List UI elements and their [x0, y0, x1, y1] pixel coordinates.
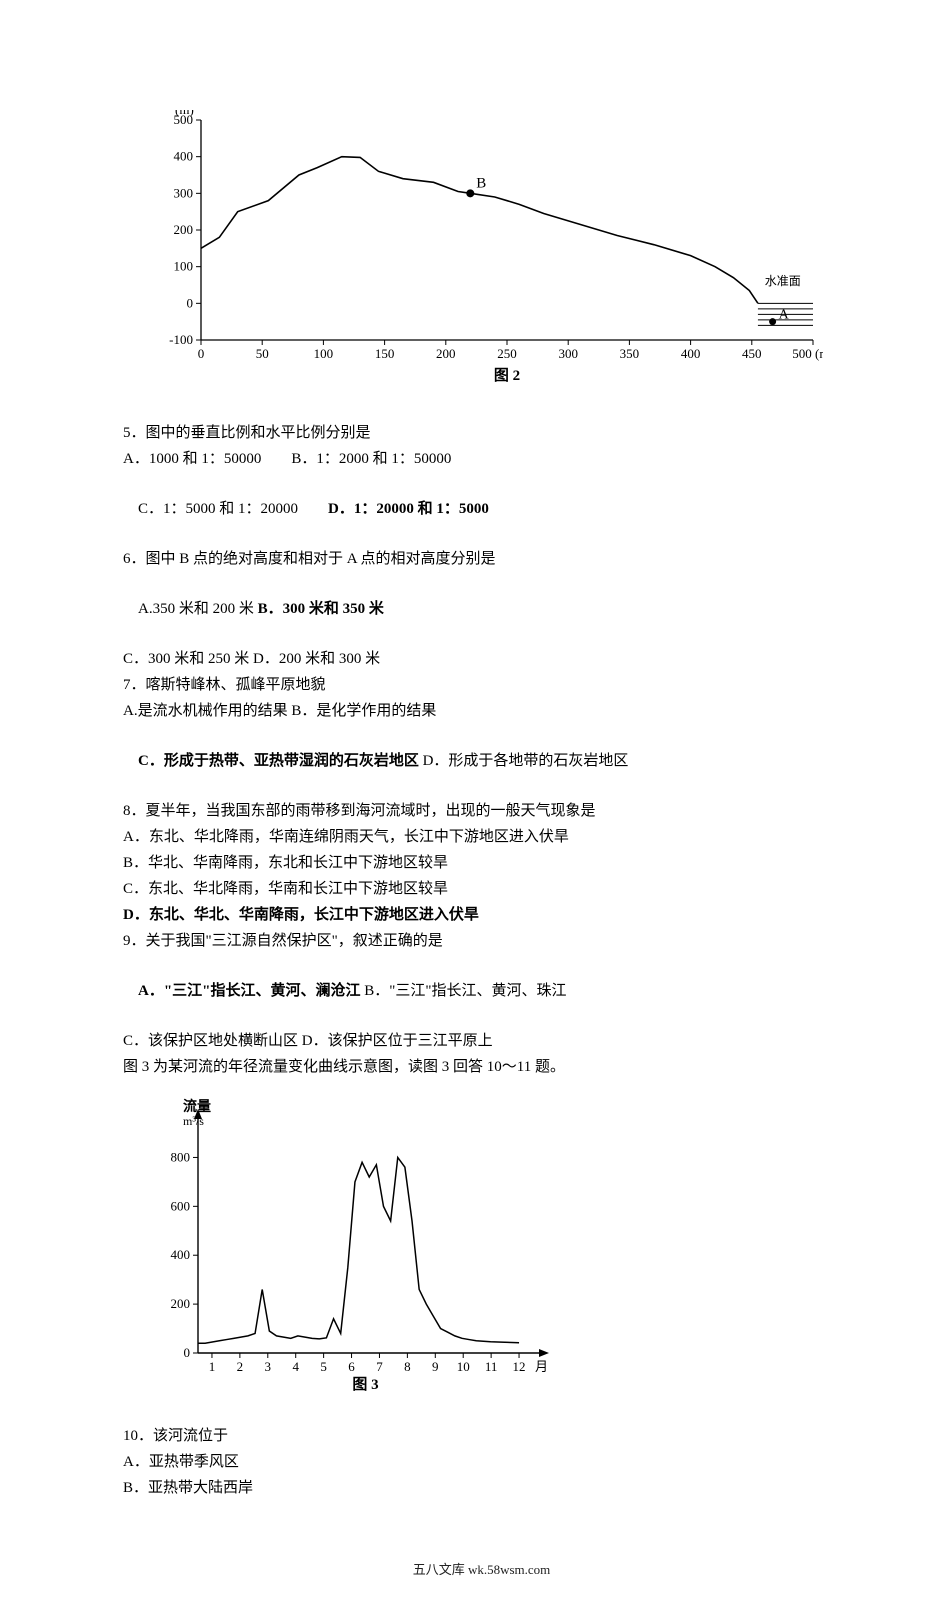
q10-a: A．亚热带季风区 — [123, 1450, 840, 1474]
svg-text:400: 400 — [174, 149, 194, 164]
q9-line-cd: C．该保护区地处横断山区 D．该保护区位于三江平原上 — [123, 1029, 840, 1053]
q5-line-cd: C．1：5000 和 1：20000 D．1：20000 和 1：5000 — [123, 473, 840, 545]
q8-b: B．华北、华南降雨，东北和长江中下游地区较旱 — [123, 851, 840, 875]
page: -1000100200300400500(m)05010015020025030… — [0, 0, 950, 1621]
svg-text:350: 350 — [620, 346, 640, 361]
figure-3: 流量m³/s0200400600800123456789101112月图 3 — [143, 1093, 840, 1406]
q7-stem: 7．喀斯特峰林、孤峰平原地貌 — [123, 673, 840, 697]
q9-line-ab: A．"三江"指长江、黄河、澜沧江 B．"三江"指长江、黄河、珠江 — [123, 955, 840, 1027]
q6-line-ab: A.350 米和 200 米 B．300 米和 350 米 — [123, 573, 840, 645]
q6-line-cd: C．300 米和 250 米 D．200 米和 300 米 — [123, 647, 840, 671]
q9-stem: 9．关于我国"三江源自然保护区"，叙述正确的是 — [123, 929, 840, 953]
q8-stem: 8．夏半年，当我国东部的雨带移到海河流域时，出现的一般天气现象是 — [123, 799, 840, 823]
svg-text:4: 4 — [292, 1359, 299, 1374]
svg-text:(m): (m) — [175, 110, 194, 117]
svg-text:-100: -100 — [169, 332, 193, 347]
q8-a: A．东北、华北降雨，华南连绵阴雨天气，长江中下游地区进入伏旱 — [123, 825, 840, 849]
svg-text:月: 月 — [535, 1359, 548, 1374]
page-footer: 五八文库 wk.58wsm.com — [123, 1560, 840, 1581]
svg-text:11: 11 — [485, 1359, 498, 1374]
svg-text:9: 9 — [432, 1359, 439, 1374]
svg-text:200: 200 — [174, 222, 194, 237]
svg-text:0: 0 — [184, 1345, 191, 1360]
svg-text:图 3: 图 3 — [352, 1376, 378, 1393]
svg-text:50: 50 — [256, 346, 269, 361]
svg-text:7: 7 — [376, 1359, 383, 1374]
fig3-intro: 图 3 为某河流的年径流量变化曲线示意图，读图 3 回答 10～11 题。 — [123, 1055, 840, 1079]
svg-text:200: 200 — [171, 1296, 191, 1311]
q8-d: D．东北、华北、华南降雨，长江中下游地区进入伏旱 — [123, 903, 840, 927]
svg-text:0: 0 — [198, 346, 205, 361]
svg-text:图 2: 图 2 — [494, 367, 520, 384]
q5-line-ab: A．1000 和 1：50000 B．1：2000 和 1：50000 — [123, 447, 840, 471]
q6-a: A.350 米和 200 米 — [138, 601, 258, 617]
svg-text:流量: 流量 — [183, 1098, 211, 1115]
svg-text:450: 450 — [742, 346, 762, 361]
q5-stem: 5．图中的垂直比例和水平比例分别是 — [123, 421, 840, 445]
svg-text:200: 200 — [436, 346, 456, 361]
svg-text:250: 250 — [497, 346, 517, 361]
q10-stem: 10．该河流位于 — [123, 1424, 840, 1448]
svg-text:10: 10 — [457, 1359, 470, 1374]
q6-b: B．300 米和 350 米 — [258, 601, 384, 617]
svg-text:400: 400 — [171, 1247, 191, 1262]
svg-text:300: 300 — [174, 185, 194, 200]
figure-2: -1000100200300400500(m)05010015020025030… — [143, 110, 840, 403]
svg-text:B: B — [476, 175, 486, 191]
svg-text:2: 2 — [237, 1359, 244, 1374]
svg-text:800: 800 — [171, 1149, 191, 1164]
svg-text:400: 400 — [681, 346, 701, 361]
svg-text:1: 1 — [209, 1359, 216, 1374]
q7-c: C．形成于热带、亚热带湿润的石灰岩地区 — [138, 753, 419, 769]
svg-text:水准面: 水准面 — [765, 274, 801, 288]
svg-text:500 (m): 500 (m) — [792, 346, 823, 361]
q9-a: A．"三江"指长江、黄河、澜沧江 — [138, 983, 361, 999]
svg-text:600: 600 — [171, 1198, 191, 1213]
q10-b: B．亚热带大陆西岸 — [123, 1476, 840, 1500]
q8-c: C．东北、华北降雨，华南和长江中下游地区较旱 — [123, 877, 840, 901]
svg-text:100: 100 — [314, 346, 334, 361]
svg-text:12: 12 — [513, 1359, 526, 1374]
q5-c: C．1：5000 和 1：20000 — [138, 501, 328, 517]
svg-text:A: A — [779, 308, 790, 323]
svg-text:m³/s: m³/s — [183, 1114, 204, 1128]
q7-line-c: C．形成于热带、亚热带湿润的石灰岩地区 D．形成于各地带的石灰岩地区 — [123, 725, 840, 797]
q9-a-tail: B．"三江"指长江、黄河、珠江 — [361, 983, 567, 999]
q7-line-ab: A.是流水机械作用的结果 B．是化学作用的结果 — [123, 699, 840, 723]
q5-d: D．1：20000 和 1：5000 — [328, 501, 489, 517]
q7-c-tail: D．形成于各地带的石灰岩地区 — [419, 753, 629, 769]
svg-text:300: 300 — [558, 346, 578, 361]
svg-text:150: 150 — [375, 346, 395, 361]
svg-text:6: 6 — [348, 1359, 355, 1374]
svg-text:5: 5 — [320, 1359, 327, 1374]
svg-text:3: 3 — [265, 1359, 272, 1374]
figure-2-svg: -1000100200300400500(m)05010015020025030… — [143, 110, 823, 395]
svg-text:100: 100 — [174, 259, 194, 274]
svg-text:8: 8 — [404, 1359, 411, 1374]
q6-stem: 6．图中 B 点的绝对高度和相对于 A 点的相对高度分别是 — [123, 547, 840, 571]
svg-text:0: 0 — [187, 295, 194, 310]
figure-3-svg: 流量m³/s0200400600800123456789101112月图 3 — [143, 1093, 553, 1398]
